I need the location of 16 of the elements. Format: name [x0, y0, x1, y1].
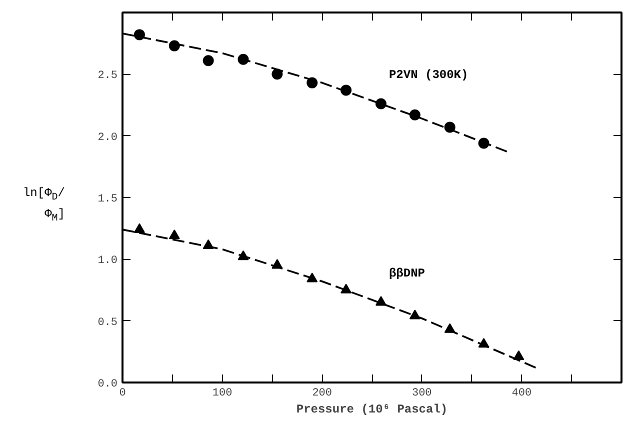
line-series	[122, 32, 509, 153]
x-tick-label: 300	[412, 388, 432, 400]
series-label: ββDNP	[388, 266, 425, 280]
x-axis-title: Pressure (10⁶ Pascal)	[296, 402, 448, 416]
y-tick-label: 0.0	[98, 378, 118, 390]
y-tick-label: 2.0	[98, 132, 118, 144]
x-tick-label: 200	[312, 388, 332, 400]
y-tick-label: 2.5	[98, 70, 118, 82]
x-tick-label: 100	[212, 388, 232, 400]
y-tick-label: 0.5	[98, 316, 118, 329]
series-label: P2VN (300K)	[388, 68, 468, 82]
x-tick-label: 400	[512, 388, 532, 400]
y-axis-title: ln[Φ$_{D}$/Φ$_{M}$]	[22, 185, 65, 226]
y-tick-label: 1.0	[98, 255, 118, 268]
x-tick-label: 0	[119, 388, 126, 400]
y-tick-label: 1.5	[98, 194, 118, 206]
